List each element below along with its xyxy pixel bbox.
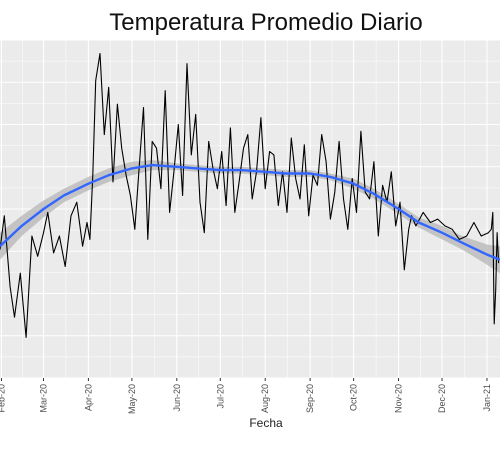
x-tick-label: Nov-20 xyxy=(394,384,404,413)
x-axis-title: Fecha xyxy=(249,416,283,430)
daily-temperature-series xyxy=(0,52,500,338)
x-tick-label: Jun-20 xyxy=(172,384,182,412)
smooth-trend-series xyxy=(0,163,500,261)
x-tick-label: Aug-20 xyxy=(260,384,270,413)
x-axis: Feb-20 Mar-20 Apr-20 May-20 Jun-20 Jul-20 Aug-… xyxy=(0,378,492,414)
x-tick-label: Sep-20 xyxy=(305,384,315,413)
x-tick-label: Feb-20 xyxy=(0,384,6,413)
x-tick-label: Mar-20 xyxy=(39,384,49,413)
x-tick-label: Apr-20 xyxy=(83,384,93,411)
x-tick-label: May-20 xyxy=(127,384,137,414)
x-tick-label: Oct-20 xyxy=(349,384,359,411)
x-tick-label: Dec-20 xyxy=(437,384,447,413)
x-tick-label: Jul-20 xyxy=(215,384,225,409)
smooth-line xyxy=(0,163,500,261)
chart-title: Temperatura Promedio Diario xyxy=(109,9,422,36)
x-tick-label: Jan-21 xyxy=(482,384,492,412)
raw-line xyxy=(0,52,500,338)
